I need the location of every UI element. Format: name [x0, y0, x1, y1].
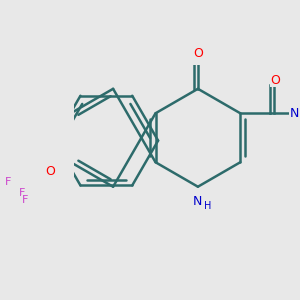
Text: N: N: [193, 195, 203, 208]
Text: O: O: [270, 74, 280, 87]
Text: F: F: [20, 188, 26, 198]
Text: F: F: [5, 177, 11, 188]
Text: H: H: [204, 200, 211, 211]
Text: O: O: [193, 47, 203, 61]
Text: F: F: [22, 196, 28, 206]
Text: O: O: [45, 165, 55, 178]
Text: N: N: [289, 107, 299, 120]
